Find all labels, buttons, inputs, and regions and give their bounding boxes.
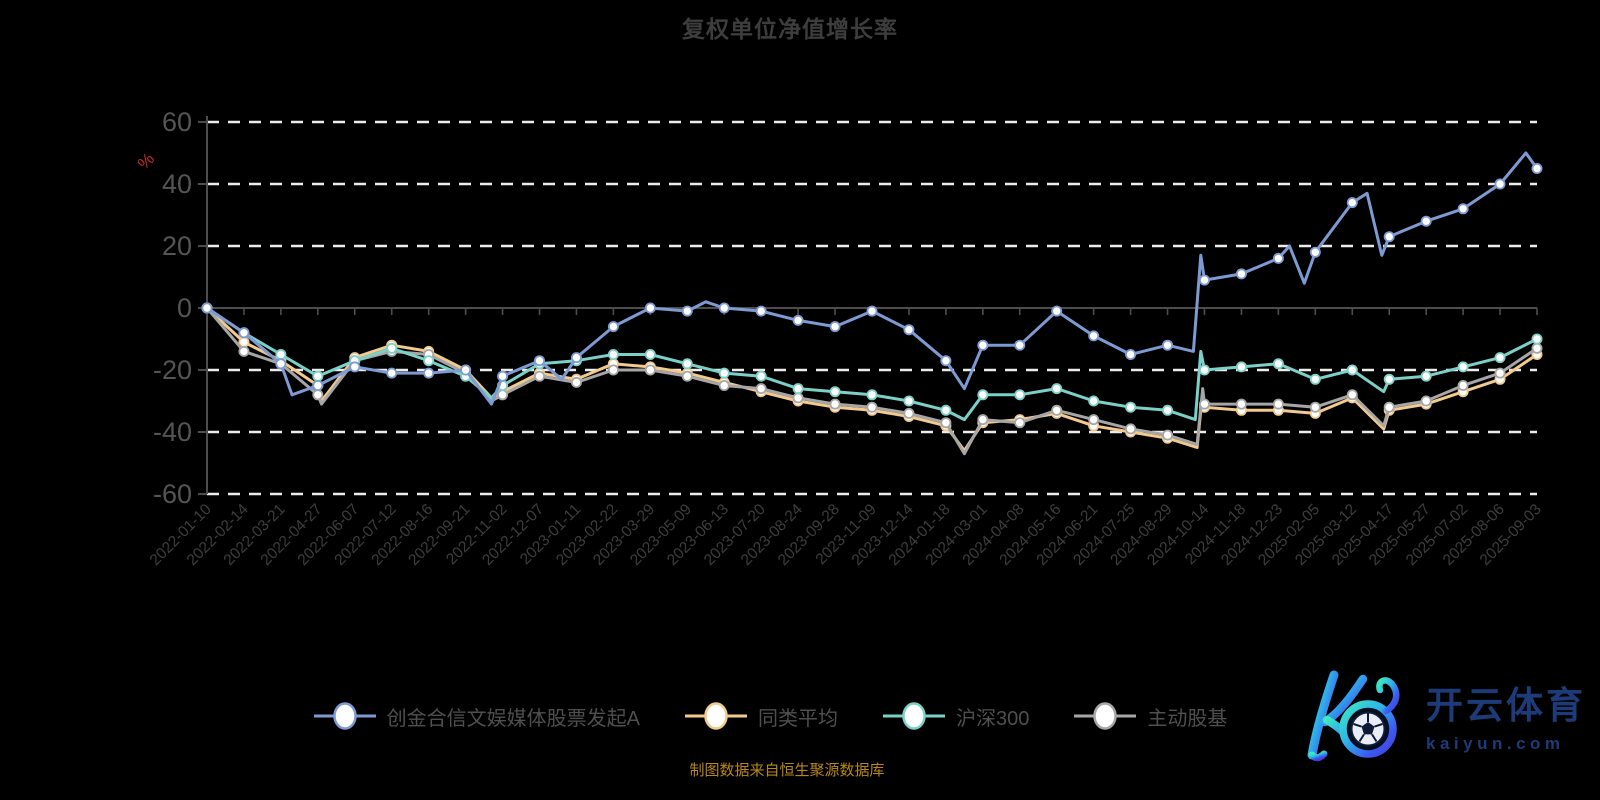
soccer-ball-icon: [1350, 711, 1386, 747]
svg-text:-40: -40: [153, 417, 192, 447]
brand-name: 开云体育: [1426, 684, 1586, 726]
kaiyun-logo[interactable]: 开云体育 kaiyun.com: [1302, 669, 1586, 763]
legend-item-fund[interactable]: 创金合信文娱媒体股票发起A: [313, 699, 640, 733]
svg-text:-20: -20: [153, 355, 192, 385]
data-source-note: 制图数据来自恒生聚源数据库: [689, 762, 885, 779]
chart-legend: 创金合信文娱媒体股票发起A 同类平均 沪深300 主动股基: [0, 699, 1540, 733]
line-marker-icon: [684, 702, 747, 730]
legend-item-csi300[interactable]: 沪深300: [882, 699, 1029, 733]
page-title: 复权单位净值增长率: [682, 16, 898, 42]
legend-item-active-equity[interactable]: 主动股基: [1073, 699, 1227, 733]
legend-item-peer-average[interactable]: 同类平均: [684, 699, 838, 733]
line-marker-icon: [882, 702, 945, 730]
k-emblem-icon: [1307, 670, 1400, 762]
logo-text: 开云体育 kaiyun.com: [1426, 678, 1586, 755]
legend-label: 沪深300: [955, 707, 1030, 730]
brand-domain: kaiyun.com: [1426, 734, 1565, 754]
svg-text:0: 0: [177, 293, 192, 323]
nav-growth-chart: 6040200-20-40-60%2022-01-102022-02-14202…: [134, 107, 1545, 569]
svg-text:60: 60: [162, 107, 192, 137]
svg-text:40: 40: [162, 169, 192, 199]
legend-label: 创金合信文娱媒体股票发起A: [386, 707, 640, 730]
line-marker-icon: [313, 702, 376, 730]
line-marker-icon: [1074, 702, 1137, 730]
legend-label: 同类平均: [757, 707, 838, 730]
legend-label: 主动股基: [1147, 707, 1228, 730]
svg-text:%: %: [134, 149, 158, 173]
svg-text:20: 20: [162, 231, 192, 261]
svg-text:-60: -60: [153, 479, 192, 509]
